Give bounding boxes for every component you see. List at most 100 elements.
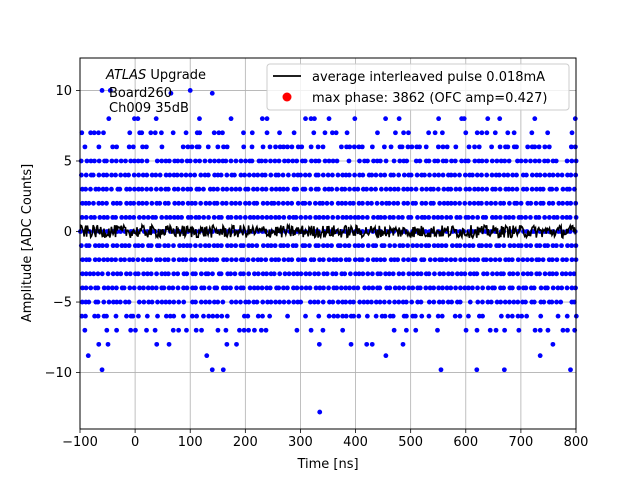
scatter-point xyxy=(432,172,437,178)
scatter-point xyxy=(419,313,425,319)
scatter-point xyxy=(403,327,409,333)
scatter-point xyxy=(515,313,521,319)
x-tick-label: 700 xyxy=(508,435,533,450)
scatter-point xyxy=(207,257,213,263)
scatter-point xyxy=(201,313,206,319)
scatter-point xyxy=(175,285,181,291)
scatter-point xyxy=(338,257,344,263)
scatter-point xyxy=(347,285,352,291)
scatter-point xyxy=(264,116,270,122)
scatter-point xyxy=(164,215,169,220)
scatter-point xyxy=(378,186,384,192)
scatter-point xyxy=(448,215,454,220)
scatter-point xyxy=(564,200,570,206)
scatter-point xyxy=(175,158,181,164)
scatter-point xyxy=(315,186,321,192)
scatter-point xyxy=(187,158,193,164)
scatter-point xyxy=(141,215,147,220)
scatter-point xyxy=(534,172,540,178)
scatter-point xyxy=(241,271,246,277)
legend-entry-pulse: average interleaved pulse 0.018mA xyxy=(312,70,545,85)
scatter-point-outlier xyxy=(99,367,105,373)
scatter-point xyxy=(295,144,301,150)
scatter-point xyxy=(201,285,207,291)
scatter-point xyxy=(446,271,451,277)
scatter-point xyxy=(440,144,446,150)
scatter-point xyxy=(379,200,385,206)
scatter-point xyxy=(343,172,349,178)
x-axis-label: Time [ns] xyxy=(296,457,358,472)
scatter-point xyxy=(439,130,445,136)
legend-entry-max-phase: max phase: 3862 (OFC amp=0.427) xyxy=(312,91,547,106)
scatter-point xyxy=(449,271,455,277)
scatter-point xyxy=(377,285,383,291)
scatter-point xyxy=(157,257,163,263)
scatter-point xyxy=(565,243,570,249)
scatter-point xyxy=(110,299,116,305)
scatter-point xyxy=(540,257,546,263)
scatter-point xyxy=(167,299,172,305)
plot-frame xyxy=(79,57,577,430)
scatter-point xyxy=(145,215,151,220)
scatter-point xyxy=(356,144,362,150)
scatter-point xyxy=(260,313,265,319)
scatter-point xyxy=(247,215,253,220)
scatter-point xyxy=(497,215,503,220)
scatter-point xyxy=(157,243,162,249)
scatter-point xyxy=(479,186,485,192)
scatter-point xyxy=(268,299,274,305)
scatter-point xyxy=(422,172,427,178)
scatter-point xyxy=(556,200,562,206)
scatter-point xyxy=(386,200,392,206)
scatter-point xyxy=(166,158,172,164)
scatter-point xyxy=(365,243,371,249)
scatter-point xyxy=(546,144,552,150)
scatter-point xyxy=(370,285,376,291)
scatter-point xyxy=(175,271,181,277)
scatter-point xyxy=(268,243,274,249)
scatter-point xyxy=(276,257,282,263)
scatter-point xyxy=(255,313,261,319)
scatter-point xyxy=(461,116,467,122)
scatter-point xyxy=(529,130,535,136)
scatter-point xyxy=(494,299,500,305)
scatter-point xyxy=(101,130,106,136)
scatter-point xyxy=(320,299,326,305)
scatter-point xyxy=(444,285,450,291)
scatter-point xyxy=(105,271,111,277)
scatter-point xyxy=(359,257,365,263)
scatter-point xyxy=(509,313,515,319)
scatter-point xyxy=(550,200,556,206)
scatter-point xyxy=(410,271,416,277)
scatter-point xyxy=(568,172,574,178)
scatter-point xyxy=(569,243,575,249)
scatter-point xyxy=(322,130,328,136)
scatter-point xyxy=(250,257,256,263)
scatter-point xyxy=(308,144,314,150)
scatter-point xyxy=(263,158,268,164)
scatter-point xyxy=(528,215,533,220)
scatter-point xyxy=(132,186,137,192)
scatter-point xyxy=(487,327,493,333)
scatter-point xyxy=(465,215,471,220)
scatter-point xyxy=(458,271,464,277)
scatter-point xyxy=(549,186,555,192)
scatter-point xyxy=(162,243,168,249)
scatter-point xyxy=(295,271,300,277)
scatter-point xyxy=(117,186,123,192)
scatter-point xyxy=(518,243,524,249)
scatter-point xyxy=(82,144,88,150)
scatter-point xyxy=(303,116,308,122)
scatter-point xyxy=(417,158,423,164)
scatter-point xyxy=(414,172,420,178)
scatter-point xyxy=(432,271,437,277)
scatter-point xyxy=(135,257,141,263)
scatter-point xyxy=(350,200,356,206)
scatter-point xyxy=(140,172,146,178)
scatter-point xyxy=(290,158,296,164)
legend-marker-swatch xyxy=(282,92,292,102)
scatter-point xyxy=(510,271,516,277)
scatter-point xyxy=(193,243,198,249)
scatter-point xyxy=(245,257,251,263)
scatter-point xyxy=(494,271,500,277)
